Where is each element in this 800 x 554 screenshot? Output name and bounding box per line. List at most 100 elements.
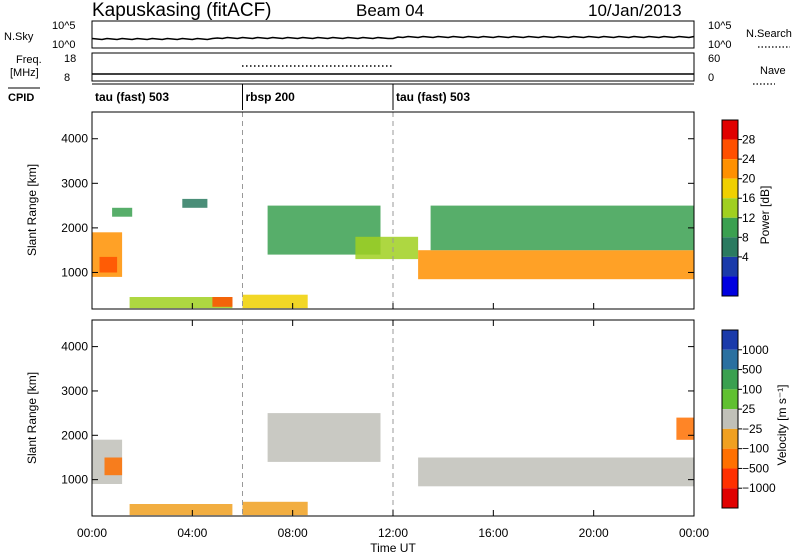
x-tick-label: 12:00 [378, 526, 408, 540]
colorbar-swatch [722, 409, 738, 429]
colorbar-frame [721, 329, 739, 509]
data-region [267, 413, 381, 462]
colorbar-swatch [722, 217, 738, 238]
colorbar-tick-label: −500 [742, 461, 769, 475]
colorbar-swatch [722, 369, 738, 390]
colorbar-swatch [722, 198, 738, 218]
colorbar-swatch [722, 330, 738, 350]
data-region [182, 198, 208, 208]
data-region [430, 205, 694, 251]
colorbar-swatch [722, 178, 738, 199]
colorbar-tick-label: 100 [742, 382, 762, 396]
beam-title: Beam 04 [356, 1, 424, 20]
x-tick-label: 08:00 [278, 526, 308, 540]
power-yticks: 1000 2000 3000 4000 [61, 132, 694, 279]
data-region [112, 207, 133, 217]
x-tick-label: 00:00 [77, 526, 107, 540]
noise-right-tick-bottom: 10^0 [708, 39, 732, 51]
colorbar-tick-label: 28 [742, 133, 756, 147]
x-tick-label: 16:00 [478, 526, 508, 540]
colorbar-swatch [722, 428, 738, 449]
colorbar-tick-label: 1000 [742, 343, 769, 357]
colorbar-tick-label: 25 [742, 402, 756, 416]
y-tick-label: 4000 [61, 340, 88, 354]
cpid-segment-label: tau (fast) 503 [396, 90, 470, 104]
y-tick-label: 1000 [61, 473, 88, 487]
colorbar-swatch [722, 389, 738, 410]
velocity-data-layer [92, 320, 694, 516]
y-tick-label: 1000 [61, 265, 88, 279]
cpid-segment-label: rbsp 200 [246, 90, 296, 104]
colorbar-swatch [722, 448, 738, 469]
colorbar-swatch [722, 237, 738, 257]
data-region [129, 504, 233, 516]
freq-left-tick-bottom: 8 [64, 72, 70, 84]
x-axis-ticks: 00:00 04:00 08:00 12:00 16:00 20:00 00:00 [77, 303, 709, 540]
x-tick-label: 00:00 [679, 526, 709, 540]
noise-right-tick-top: 10^5 [708, 20, 732, 32]
colorbar-tick-label: 20 [742, 172, 756, 186]
freq-label-line2: [MHz] [10, 67, 39, 79]
velocity-yticks: 1000 2000 3000 4000 [61, 340, 694, 487]
velocity-cbar-label: Velocity [m s⁻¹] [775, 384, 789, 465]
nave-label: Nave [760, 65, 786, 77]
colorbar-tick-label: 16 [742, 191, 756, 205]
freq-label-line1: Freq. [16, 54, 42, 66]
freq-right-tick-bottom: 0 [708, 72, 714, 84]
noise-right-label: N.Search [746, 28, 792, 40]
freq-right-tick-top: 60 [708, 53, 720, 65]
data-region [418, 250, 694, 280]
colorbar-swatch [722, 120, 738, 140]
x-axis-label: Time UT [370, 541, 416, 554]
y-tick-label: 3000 [61, 176, 88, 190]
colorbar-tick-label: 8 [742, 230, 749, 244]
data-region [676, 417, 694, 440]
colorbar-swatch [722, 256, 738, 277]
x-tick-label: 20:00 [579, 526, 609, 540]
cpid-segment-label: tau (fast) 503 [95, 90, 169, 104]
colorbar-tick-label: 500 [742, 363, 762, 377]
colorbar-tick-label: −25 [742, 422, 763, 436]
colorbar-frame [721, 119, 739, 297]
colorbar-tick-label: −1000 [742, 481, 776, 495]
date-title: 10/Jan/2013 [588, 1, 682, 20]
data-region [242, 501, 308, 516]
colorbar-swatch [722, 488, 738, 508]
colorbar-tick-label: 24 [742, 152, 756, 166]
y-tick-label: 3000 [61, 384, 88, 398]
cpid-segments: tau (fast) 503 rbsp 200 tau (fast) 503 [95, 84, 470, 110]
x-tick-label: 04:00 [177, 526, 207, 540]
noise-sky-line [91, 35, 695, 41]
y-tick-label: 2000 [61, 221, 88, 235]
colorbar-swatch [722, 159, 738, 179]
power-colorbar: 28 24 20 16 12 8 4 [721, 119, 756, 297]
power-ylabel: Slant Range [km] [25, 164, 39, 256]
colorbar-swatch [722, 349, 738, 370]
colorbar-tick-label: −100 [742, 442, 769, 456]
data-region [242, 294, 308, 309]
colorbar-swatch [722, 468, 738, 489]
colorbar-tick-label: 4 [742, 250, 749, 264]
velocity-ylabel: Slant Range [km] [25, 372, 39, 464]
data-region [355, 236, 419, 260]
noise-left-label: N.Sky [4, 31, 34, 43]
colorbar-swatch [722, 276, 738, 296]
freq-panel-frame [91, 52, 695, 82]
power-data-layer [92, 112, 694, 309]
noise-left-tick-bottom: 10^0 [52, 39, 76, 51]
power-cbar-label: Power [dB] [758, 186, 772, 245]
station-title: Kapuskasing (fitACF) [92, 0, 272, 21]
velocity-colorbar: 1000 500 100 25 −25 −100 −500 −1000 [721, 329, 776, 509]
data-region [129, 297, 233, 309]
colorbar-swatch [722, 139, 738, 160]
cpid-label: CPID [8, 92, 34, 104]
y-tick-label: 4000 [61, 132, 88, 146]
data-region [418, 457, 694, 487]
data-region [99, 256, 118, 273]
noise-panel-frame [91, 20, 695, 49]
noise-left-tick-top: 10^5 [52, 20, 76, 32]
data-region [212, 297, 233, 307]
freq-left-tick-top: 18 [64, 53, 76, 65]
y-tick-label: 2000 [61, 428, 88, 442]
